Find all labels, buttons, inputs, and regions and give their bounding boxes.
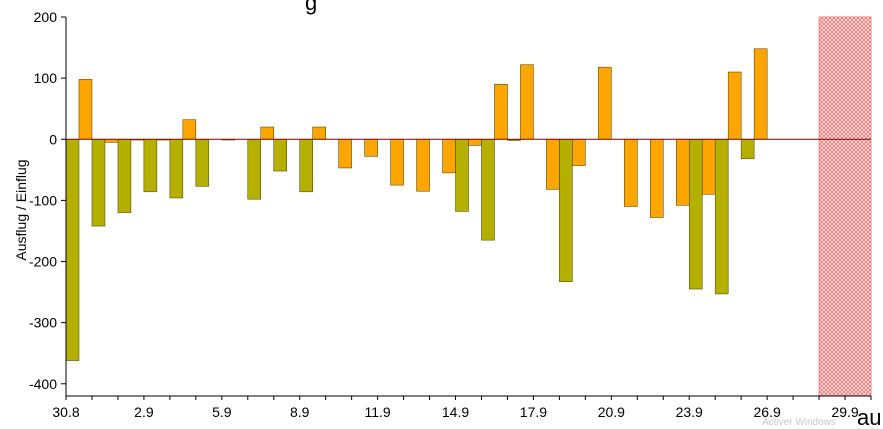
bar-series-b-8 [273,139,287,172]
y-tick-label: -200 [29,254,57,270]
bar-series-a-21 [624,139,638,207]
bar-series-a-19 [572,139,586,166]
bar-series-b-9 [299,139,313,193]
bars-group [65,48,768,361]
x-tick-label: 20.9 [598,404,625,420]
bar-series-b-16 [481,139,495,241]
y-tick-labels: 200 100 0 -100 -200 -300 -400 [29,9,66,392]
bar-series-b-25 [714,139,729,295]
shaded-region-rect [818,16,872,397]
x-tick-label: 8.9 [290,404,310,420]
unavailable-data-region [818,16,872,397]
x-tick-label: 5.9 [212,404,232,420]
clipped-axis-label-fragment: au [857,405,881,429]
bar-series-a-0 [78,79,93,140]
bar-series-b-3 [143,139,158,193]
x-tick-label: 17.9 [520,404,547,420]
bar-series-b-24 [688,139,703,290]
bar-series-a-25 [727,71,742,140]
bar-series-a-17 [520,64,534,140]
x-tick-label: 23.9 [676,404,703,420]
bar-series-a-26 [753,48,768,140]
bar-series-a-18 [546,139,560,190]
bar-series-a-15 [468,139,482,146]
x-tick-label: 2.9 [134,404,154,420]
x-tick-labels: 30.8 2.9 5.9 8.9 11.9 14.9 17.9 20.9 23.9 26.9 29.… [52,396,872,420]
bar-series-a-14 [442,139,456,174]
axes-group [65,17,871,397]
bar-series-a-11 [364,139,378,157]
x-tick-label: 30.8 [52,404,79,420]
x-tick-label: 26.9 [754,404,781,420]
activation-watermark: Activer Windows [762,417,836,428]
bar-series-a-16 [494,83,508,140]
y-tick-label: 200 [34,9,58,25]
bar-series-a-7 [260,126,274,140]
y-axis-title: Ausflug / Einflug [13,159,29,260]
bar-series-b-1 [91,139,106,227]
y-tick-label: -100 [29,192,57,208]
bar-series-a-23 [675,139,690,206]
bar-series-b-19 [559,139,573,282]
y-tick-label: 100 [34,70,58,86]
y-tick-label: 0 [49,131,57,147]
x-tick-label: 14.9 [442,404,469,420]
x-tick-label: 11.9 [365,404,391,420]
bar-series-a-10 [338,139,352,169]
clipped-title-fragment: g [305,0,317,15]
bar-series-a-4 [182,119,197,140]
bar-series-a-24 [701,139,716,195]
y-tick-label: -300 [29,315,57,331]
bar-series-b-5 [195,139,210,187]
bar-series-a-9 [312,126,326,140]
bar-series-b-4 [169,139,184,199]
bar-series-b-0 [65,139,80,361]
bar-series-b-7 [247,139,262,200]
bar-series-a-13 [416,139,430,192]
bar-series-b-2 [117,139,132,213]
bar-series-b-26 [740,139,755,160]
bar-series-a-12 [390,139,404,186]
x-tick-label: 29.9 [831,404,858,420]
bar-series-a-20 [598,66,612,140]
bar-series-b-15 [455,139,469,212]
y-tick-label: -400 [29,376,57,392]
bar-series-a-22 [650,139,664,218]
